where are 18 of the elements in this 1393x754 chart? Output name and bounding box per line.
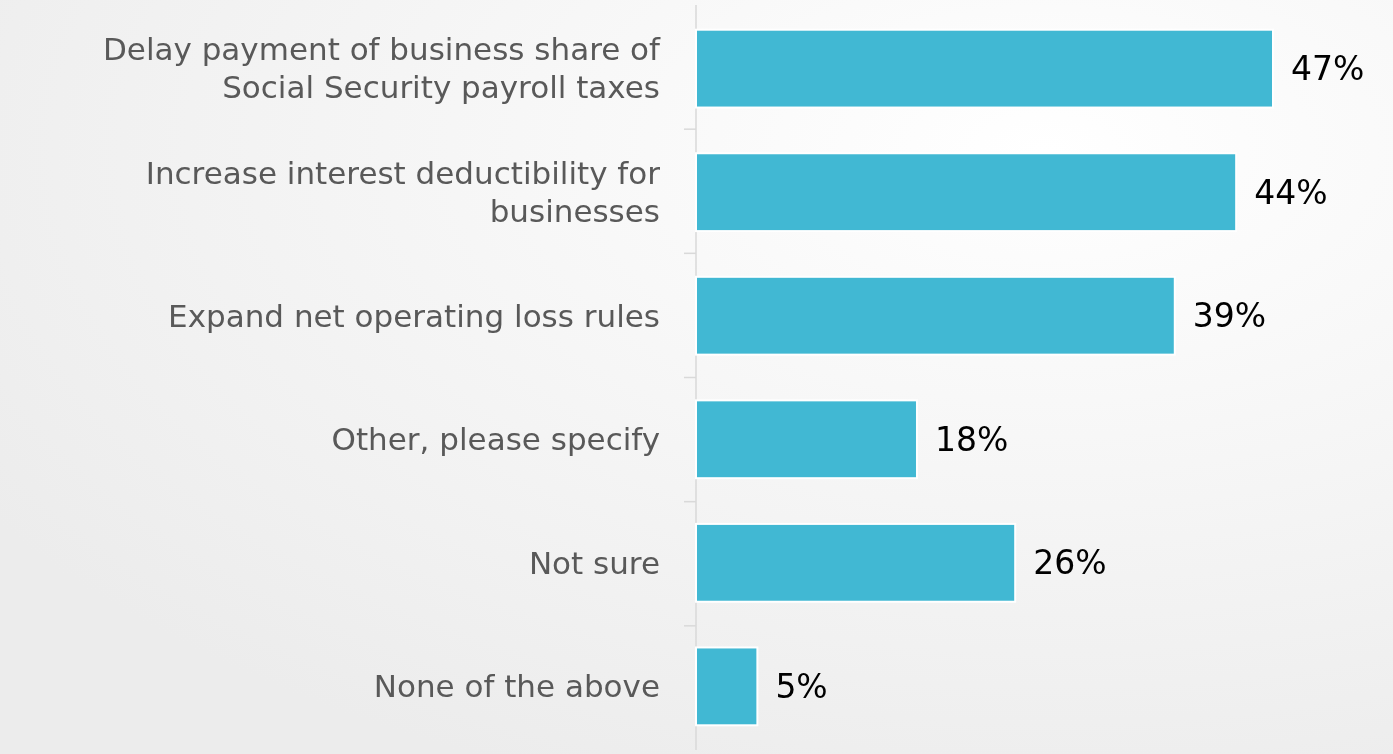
y-tick-label: Expand net operating loss rules bbox=[168, 297, 660, 334]
y-tick-label: Other, please specify bbox=[331, 421, 660, 458]
data-label: 26% bbox=[1033, 543, 1107, 583]
bar bbox=[695, 152, 1238, 233]
y-tick-label: Increase interest deductibility for businesses bbox=[145, 155, 661, 230]
y-tick-label: None of the above bbox=[373, 668, 660, 705]
bar bbox=[695, 399, 918, 480]
data-label: 18% bbox=[934, 419, 1009, 459]
y-tick-label: Not sure bbox=[528, 544, 660, 581]
data-label: 47% bbox=[1291, 49, 1365, 89]
bar bbox=[695, 28, 1274, 109]
data-label: 44% bbox=[1254, 172, 1328, 212]
bar bbox=[695, 646, 759, 727]
bar bbox=[695, 275, 1176, 356]
data-label: 5% bbox=[775, 666, 828, 706]
y-tick-label: Delay payment of business share of Social Security payroll taxes bbox=[102, 31, 662, 106]
data-label: 39% bbox=[1192, 296, 1267, 336]
bar bbox=[695, 522, 1017, 603]
